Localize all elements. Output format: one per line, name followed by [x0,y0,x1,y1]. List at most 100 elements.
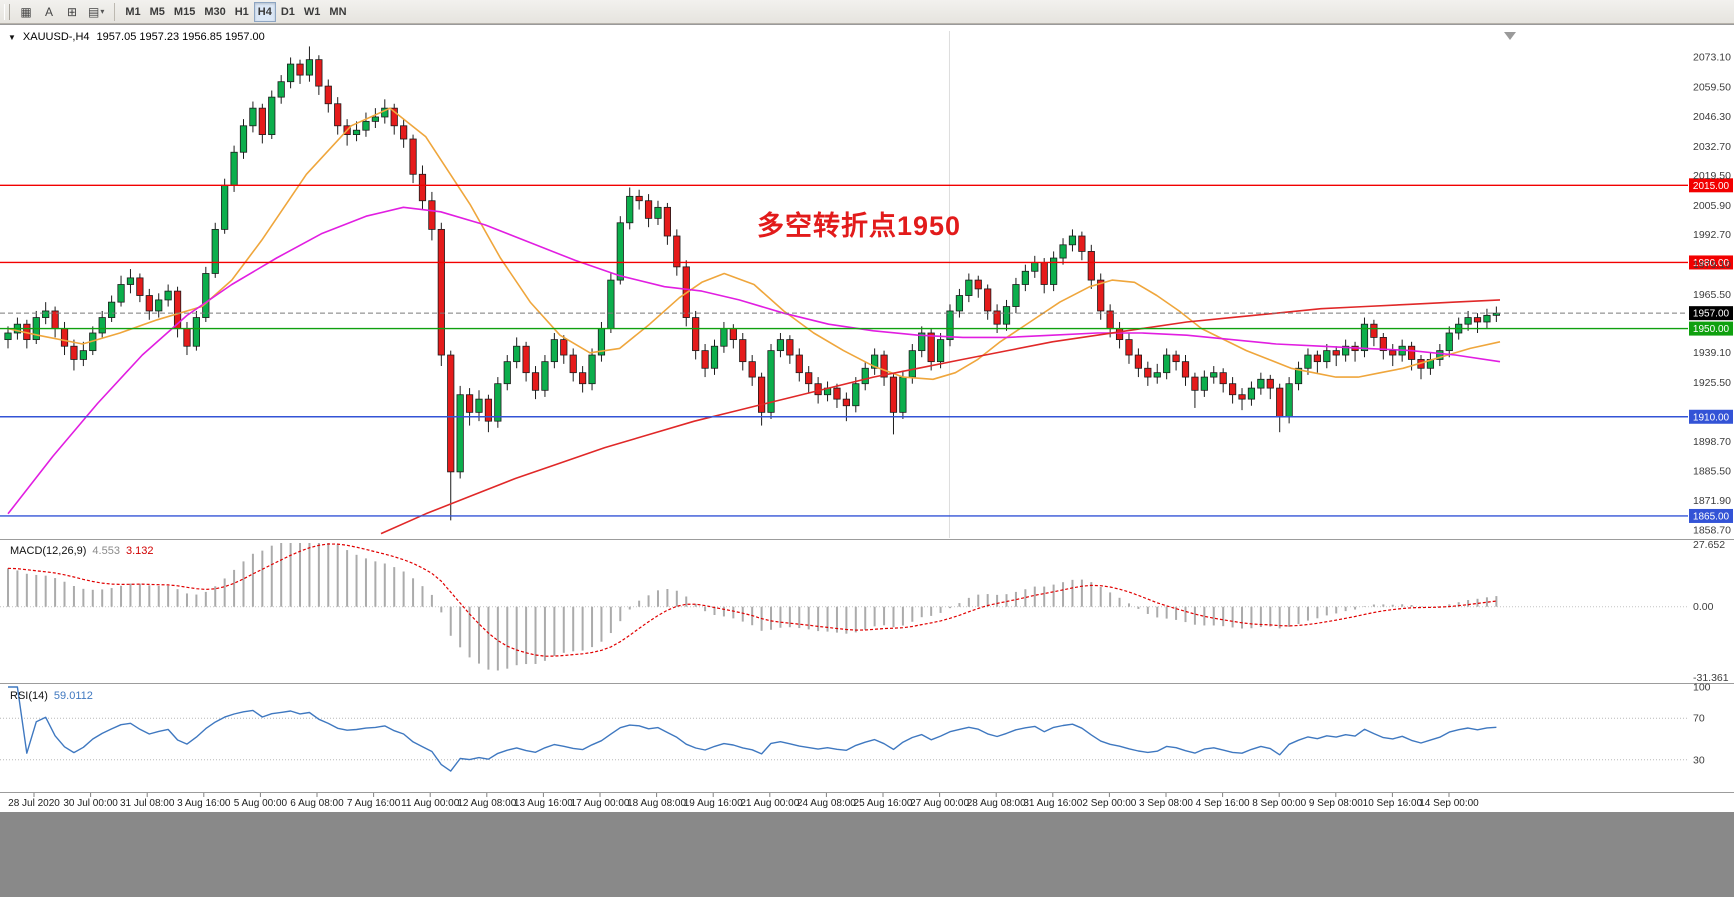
rsi-axis-100: 100 [1693,682,1711,694]
timeframe-m30-button[interactable]: M30 [204,5,226,18]
ma-red-line [380,299,1501,535]
time-axis-label: 31 Aug 16:00 [1023,798,1082,809]
template-dropdown-icon[interactable]: ▤ ▾ [88,4,105,19]
charts-tile-icon[interactable]: ▦ [20,4,32,19]
time-axis-label: 13 Aug 16:00 [514,798,573,809]
price-axis-tick: 2019.50 [1693,170,1731,182]
symbol-period-label: XAUUSD-,H4 [22,31,90,43]
timeframe-d1-button[interactable]: D1 [280,5,295,18]
price-badge-2015.00 [1689,178,1733,193]
macd-axis-zero: 0.00 [1693,601,1714,613]
price-axis-tick: 2046.30 [1693,111,1731,123]
timeframe-h4-button[interactable]: H4 [253,1,276,22]
price-badge-text: 1957.00 [1693,309,1730,320]
price-axis-tick: 1992.70 [1693,229,1731,241]
toolbar-grip[interactable] [4,3,10,20]
price-axis-tick: 1858.70 [1693,524,1731,536]
price-axis-tick: 1898.70 [1693,436,1731,448]
macd-name: MACD(12,26,9) [10,545,87,557]
chart-window: 2015.00 1980.00 1957.00 1950.00 1910.00 1865.… [0,24,1734,813]
price-axis-tick: 2005.90 [1693,200,1731,212]
time-axis-label: 8 Sep 00:00 [1252,798,1306,809]
timeframe-m5-button[interactable]: M5 [149,5,165,18]
price-axis-tick: 1939.10 [1693,347,1731,359]
price-axis-tick: 1965.50 [1693,289,1731,301]
time-axis-label: 9 Sep 08:00 [1309,798,1363,809]
price-badge-1910.00 [1689,409,1733,424]
rsi-axis-70: 70 [1693,713,1705,725]
dropdown-caret-icon: ▾ [100,7,105,16]
price-axis-tick: 2032.70 [1693,141,1731,153]
time-axis-label: 28 Aug 08:00 [967,798,1026,809]
time-axis-label: 12 Aug 08:00 [457,798,516,809]
macd-axis-max: 27.652 [1693,539,1725,551]
time-axis-label: 7 Aug 16:00 [347,798,401,809]
price-badge-text: 1950.00 [1693,324,1730,335]
time-axis-label: 11 Aug 00:00 [401,798,460,809]
price-axis-tick: 1871.90 [1693,495,1731,507]
collapse-triangle-icon[interactable]: ▼ [8,32,16,42]
time-axis-label: 17 Aug 00:00 [571,798,630,809]
time-axis-label: 14 Sep 00:00 [1419,798,1479,809]
toolbar: ▦ A ⊞ ▤ ▾ M1 M5 M15 M30 H1 H4 D1 W1 MN [0,0,1734,24]
timeframe-m1-button[interactable]: M1 [125,5,141,18]
toolbar-icon-group: ▦ A ⊞ ▤ ▾ [15,2,108,22]
time-axis-label: 3 Aug 16:00 [177,798,231,809]
macd-signal-line [7,543,1497,657]
price-badge-1980.00 [1689,255,1733,270]
time-axis[interactable]: 28 Jul 2020 30 Jul 00:00 31 Jul 08:00 3 Aug… [8,793,1479,809]
price-badge-text: 1980.00 [1693,258,1730,269]
ma-magenta-line [7,206,1501,515]
rsi-value: 59.0112 [53,690,93,702]
rsi-line [8,686,1497,772]
crosshair-icon[interactable]: ⊞ [66,4,78,19]
timeframe-mn-button[interactable]: MN [329,5,347,18]
macd-indicator-label: MACD(12,26,9) 4.553 3.132 [10,545,153,557]
time-axis-label: 5 Aug 00:00 [234,798,288,809]
price-axis-tick: 1979.10 [1693,259,1731,271]
ohlc-readout: 1957.05 1957.23 1956.85 1957.00 [96,31,265,43]
price-badge-text: 1865.00 [1693,511,1730,522]
timeframe-group: M1 M5 M15 M30 H1 H4 D1 W1 MN [121,1,350,22]
text-label-icon[interactable]: A [44,4,53,19]
price-badge-1957.00 [1689,306,1733,321]
time-axis-label: 24 Aug 08:00 [797,798,856,809]
price-axis-tick: 2073.10 [1693,52,1731,64]
price-axis-tick: 1885.50 [1693,465,1731,477]
time-axis-label: 4 Sep 16:00 [1196,798,1250,809]
price-badge-1950.00 [1689,321,1733,336]
chart-canvas[interactable]: 2015.00 1980.00 1957.00 1950.00 1910.00 1865.… [0,25,1734,813]
rsi-indicator-label: RSI(14) 59.0112 [10,690,93,702]
candles [4,46,1500,521]
macd-main-value: 4.553 [92,545,120,557]
timeframe-m15-button[interactable]: M15 [173,5,196,18]
time-axis-label: 28 Jul 2020 [8,798,60,809]
workspace-background [0,812,1734,897]
time-axis-label: 2 Sep 00:00 [1082,798,1136,809]
price-axis-tick: 2059.50 [1693,82,1731,94]
chart-shift-marker-icon[interactable] [1504,32,1516,40]
ma-orange-line [7,107,1501,381]
timeframe-w1-button[interactable]: W1 [303,5,321,18]
rsi-axis-30: 30 [1693,754,1705,766]
time-axis-label: 31 Jul 08:00 [120,798,175,809]
timeframe-h1-button[interactable]: H1 [234,5,249,18]
time-axis-label: 27 Aug 00:00 [910,798,969,809]
price-badge-text: 1910.00 [1693,412,1730,423]
time-axis-label: 18 Aug 08:00 [627,798,686,809]
time-axis-label: 25 Aug 16:00 [854,798,913,809]
macd-histogram [7,543,1498,671]
annotation-text: 多空转折点1950 [757,211,962,241]
time-axis-label: 6 Aug 08:00 [290,798,344,809]
time-axis-label: 30 Jul 00:00 [63,798,118,809]
price-badge-text: 2015.00 [1693,181,1730,192]
price-badge-1865.00 [1689,508,1733,523]
time-axis-label: 10 Sep 16:00 [1363,798,1423,809]
macd-axis-min: -31.361 [1693,672,1729,684]
main-price-pane [0,31,1688,538]
toolbar-separator [114,2,116,21]
time-axis-label: 19 Aug 16:00 [684,798,743,809]
rsi-name: RSI(14) [10,690,48,702]
price-axis-tick: 1925.50 [1693,377,1731,389]
macd-signal-value: 3.132 [125,545,154,557]
